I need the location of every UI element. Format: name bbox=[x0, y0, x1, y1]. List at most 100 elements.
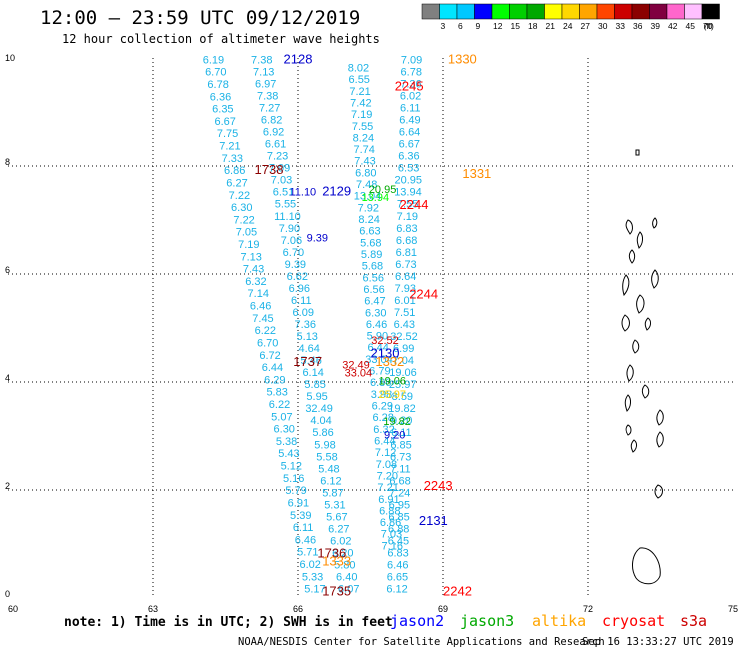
wave-height-value: 6.81 bbox=[396, 247, 417, 259]
colorbar-tick-label: 27 bbox=[581, 21, 591, 31]
wave-height-value: 7.36 bbox=[400, 78, 421, 90]
wave-height-value: 6.44 bbox=[262, 362, 283, 374]
chart-subtitle: 12 hour collection of altimeter wave hei… bbox=[62, 32, 380, 46]
wave-height-value: 6.02 bbox=[299, 559, 320, 571]
wave-height-value: 13.94 bbox=[394, 187, 422, 199]
wave-height-value: 8.59 bbox=[392, 391, 413, 403]
wave-height-value: 6.82 bbox=[261, 115, 282, 127]
island-outline bbox=[636, 231, 643, 249]
grid bbox=[8, 58, 733, 598]
y-tick-label: 2 bbox=[5, 481, 10, 491]
wave-height-value: 7.75 bbox=[217, 128, 238, 140]
x-tick-label: 60 bbox=[8, 604, 18, 614]
colorbar-swatch bbox=[526, 3, 545, 20]
wave-height-value: 5.46 bbox=[300, 355, 321, 367]
wave-height-value: 7.55 bbox=[397, 199, 418, 211]
wave-height-value: 6.49 bbox=[399, 115, 420, 127]
wave-height-value: 7.19 bbox=[238, 239, 259, 251]
wave-height-value: 6.73 bbox=[395, 259, 416, 271]
wave-height-value: 7.24 bbox=[389, 487, 410, 499]
wave-height-value: 6.78 bbox=[207, 79, 228, 91]
wave-height-value: 6.63 bbox=[359, 226, 380, 238]
wave-height-value: 6.85 bbox=[388, 511, 409, 523]
wave-height-value: 6.22 bbox=[255, 325, 276, 337]
wave-height-value: 9.20 bbox=[391, 415, 412, 427]
island-outline bbox=[656, 409, 664, 426]
wave-height-value: 6.85 bbox=[390, 439, 411, 451]
wave-height-value: 7.43 bbox=[243, 264, 264, 276]
wave-height-value: 7.92 bbox=[358, 202, 379, 214]
island-outline bbox=[656, 431, 664, 448]
colorbar-tick-label: 70 bbox=[703, 21, 713, 31]
wave-height-value: 7.48 bbox=[356, 179, 377, 191]
y-tick-label: 0 bbox=[5, 589, 10, 599]
wave-height-value: 7.33 bbox=[222, 153, 243, 165]
wave-height-value: 6.27 bbox=[328, 523, 349, 535]
wave-height-value: 25.97 bbox=[389, 379, 417, 391]
island-outline bbox=[625, 424, 632, 436]
colorbar-swatch bbox=[666, 3, 685, 20]
colorbar-swatch bbox=[509, 3, 528, 20]
x-tick-label: 72 bbox=[583, 604, 593, 614]
wave-height-value: 6.83 bbox=[396, 223, 417, 235]
colorbar-swatch bbox=[421, 3, 440, 20]
chart-title: 12:00 – 23:59 UTC 09/12/2019 bbox=[40, 7, 360, 29]
colorbar-swatch bbox=[649, 3, 668, 20]
wave-height-value: 7.27 bbox=[259, 103, 280, 115]
pass-number-label: 1331 bbox=[462, 166, 491, 181]
wave-height-value: 6.28 bbox=[372, 412, 393, 424]
pass-number-label: 1736 bbox=[317, 546, 346, 561]
wave-height-value: 8.24 bbox=[353, 132, 374, 144]
pass-number-label: 1735 bbox=[322, 583, 351, 598]
wave-height-value: 6.91 bbox=[288, 497, 309, 509]
wave-height-value: 6.47 bbox=[364, 296, 385, 308]
wave-height-value: 6.67 bbox=[399, 139, 420, 151]
legend-entry: altika bbox=[532, 612, 586, 630]
wave-height-value: 7.74 bbox=[353, 144, 374, 156]
colorbar-tick-label: 36 bbox=[633, 21, 643, 31]
wave-height-value: 33.04 bbox=[365, 354, 393, 366]
wave-height-value: 7.19 bbox=[351, 109, 372, 121]
wave-height-value: 5.85 bbox=[304, 379, 325, 391]
wave-height-value: 6.68 bbox=[389, 475, 410, 487]
x-tick-label: 66 bbox=[293, 604, 303, 614]
colorbar-swatch bbox=[684, 3, 703, 20]
wave-height-value: 5.17 bbox=[304, 584, 325, 596]
wave-height-value: 6.11 bbox=[291, 295, 312, 307]
island-outline bbox=[625, 219, 633, 235]
wave-height-value: 6.97 bbox=[255, 78, 276, 90]
island-outline bbox=[624, 394, 631, 412]
wave-height-value: 6.51 bbox=[273, 187, 294, 199]
wave-height-value: 6.86 bbox=[224, 165, 245, 177]
wave-height-value: 6.07 bbox=[338, 584, 359, 596]
wave-height-value: 5.98 bbox=[314, 439, 335, 451]
wave-height-value: 6.67 bbox=[215, 116, 236, 128]
footer-credit: NOAA/NESDIS Center for Satellite Applica… bbox=[238, 636, 605, 648]
colorbar-legend: 3 6 9 12 15 18 21 24 27 30 33 36 39 42 45 70(ft) bbox=[421, 3, 720, 31]
middle-left-track: 7.387.136.977.387.276.826.926.617.237.09… bbox=[251, 54, 359, 595]
wave-height-value: 7.20 bbox=[377, 470, 398, 482]
wave-height-value: 6.46 bbox=[366, 319, 387, 331]
wave-height-value: 6.20 bbox=[332, 548, 353, 560]
y-tick-label: 6 bbox=[5, 265, 10, 275]
wave-height-value: 7.21 bbox=[377, 482, 398, 494]
wave-height-value: 5.16 bbox=[283, 473, 304, 485]
wave-height-value: 5.87 bbox=[322, 487, 343, 499]
wave-height-value: 13.04 bbox=[354, 191, 382, 203]
wave-height-value: 6.29 bbox=[264, 374, 285, 386]
wave-height-value: 7.90 bbox=[279, 223, 300, 235]
island-outline bbox=[641, 384, 650, 399]
wave-height-value: 11.10 bbox=[274, 211, 301, 223]
wave-height-value: 8.24 bbox=[358, 214, 379, 226]
wave-height-tracks: 6.196.706.786.366.356.677.757.217.336.86… bbox=[203, 54, 423, 595]
wave-height-value: 6.95 bbox=[389, 499, 410, 511]
island-outline bbox=[651, 269, 659, 289]
wave-height-value: 7.09 bbox=[401, 54, 422, 66]
wave-height-value: 6.44 bbox=[374, 435, 395, 447]
legend-entry: cryosat bbox=[602, 612, 665, 630]
high-wave-value: 25.97 bbox=[378, 389, 406, 401]
island-outline bbox=[632, 339, 640, 354]
colorbar-swatch bbox=[491, 3, 510, 20]
right-track: 7.096.787.366.026.116.496.646.676.366.53… bbox=[386, 54, 422, 595]
